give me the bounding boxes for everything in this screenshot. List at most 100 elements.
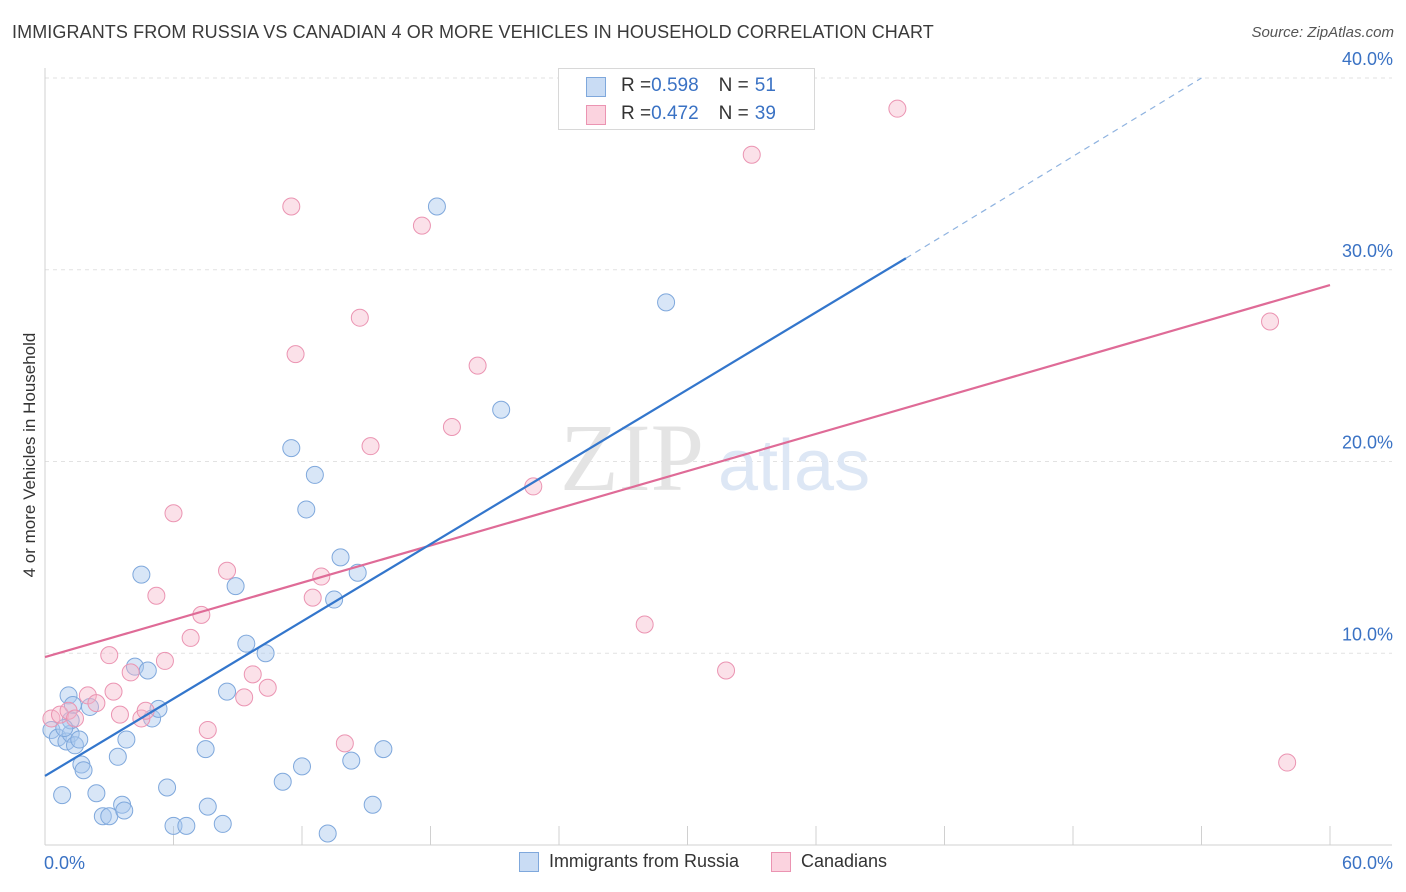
x-tick-label: 60.0% — [1342, 853, 1393, 873]
n-label: N = — [718, 103, 749, 124]
point-canadians — [50, 705, 69, 724]
point-russia — [427, 197, 446, 216]
point-russia — [342, 751, 361, 770]
point-russia — [237, 634, 256, 653]
point-russia — [293, 757, 311, 776]
point-russia — [273, 772, 292, 791]
chart-title: IMMIGRANTS FROM RUSSIA VS CANADIAN 4 OR … — [12, 22, 934, 42]
n-value: 51 — [754, 75, 776, 96]
x-tick-label: 0.0% — [44, 853, 85, 873]
point-canadians — [243, 665, 262, 684]
point-russia — [657, 293, 676, 312]
point-canadians — [192, 605, 211, 624]
r-label: R = — [621, 103, 652, 124]
point-russia — [177, 816, 196, 835]
point-russia — [213, 814, 232, 833]
legend-swatch-russia — [586, 77, 606, 97]
point-canadians — [100, 646, 119, 665]
legend-label-canadians: Canadians — [800, 851, 888, 871]
point-canadians — [181, 628, 200, 647]
y-tick-label: 20.0% — [1342, 433, 1393, 453]
point-canadians — [65, 709, 84, 728]
legend-label-russia: Immigrants from Russia — [548, 851, 739, 871]
point-canadians — [635, 615, 654, 634]
point-canadians — [468, 356, 487, 375]
point-russia — [305, 465, 324, 484]
point-canadians — [1278, 753, 1297, 772]
point-russia — [318, 824, 337, 843]
point-russia — [158, 778, 177, 797]
point-canadians — [286, 345, 305, 364]
point-russia — [363, 795, 382, 814]
r-label: R = — [621, 75, 652, 96]
point-canadians — [888, 99, 907, 118]
point-canadians — [218, 561, 237, 580]
point-canadians — [164, 504, 183, 523]
point-russia — [282, 439, 301, 458]
point-russia — [59, 686, 78, 705]
point-canadians — [198, 720, 217, 739]
point-russia — [115, 801, 134, 820]
point-russia — [256, 644, 275, 663]
bottom-legend: Immigrants from Russia Canadians — [0, 851, 1406, 872]
axes — [44, 68, 1392, 846]
watermark-atlas: atlas — [718, 426, 870, 506]
point-russia — [196, 740, 215, 759]
point-russia — [226, 577, 245, 596]
point-russia — [70, 730, 89, 749]
legend-swatch-canadians — [770, 851, 791, 872]
point-canadians — [1261, 312, 1280, 331]
n-value: 39 — [754, 103, 776, 124]
point-canadians — [59, 701, 78, 720]
point-canadians — [742, 145, 761, 164]
point-canadians — [717, 661, 736, 680]
y-tick-label: 40.0% — [1342, 49, 1393, 69]
point-russia — [331, 548, 350, 567]
point-russia — [374, 740, 393, 759]
point-canadians — [442, 417, 461, 436]
r-value: 0.472 — [651, 103, 699, 124]
watermark: ZIP atlas — [560, 404, 870, 511]
y-tick-label: 30.0% — [1342, 241, 1393, 261]
point-canadians — [258, 678, 277, 697]
stats-legend: R = 0.598 N = 51 R = 0.472 N = 39 — [558, 68, 815, 130]
legend-swatch-canadians — [586, 105, 606, 125]
stats-row-canadians: R = 0.472 N = 39 — [586, 101, 776, 127]
watermark-zip: ZIP — [560, 404, 704, 511]
point-russia — [492, 400, 511, 419]
point-canadians — [412, 216, 431, 235]
point-canadians — [303, 588, 322, 607]
point-canadians — [104, 682, 123, 701]
n-label: N = — [718, 75, 749, 96]
point-russia — [108, 747, 127, 766]
point-russia — [164, 816, 183, 835]
point-canadians — [361, 437, 380, 456]
point-canadians — [350, 308, 369, 327]
point-canadians — [155, 651, 174, 670]
point-russia — [74, 761, 93, 780]
point-russia — [93, 807, 112, 826]
point-russia — [198, 797, 217, 816]
trend-line-russia-extension — [905, 77, 1202, 259]
point-canadians — [235, 688, 254, 707]
tick-labels: 10.0% 20.0% 30.0% 40.0% 0.0% 60.0% — [44, 49, 1393, 873]
point-canadians — [87, 694, 106, 713]
trend-lines — [44, 77, 1331, 777]
trend-line-russia — [44, 257, 907, 777]
stats-row-russia: R = 0.598 N = 51 — [586, 73, 776, 99]
point-russia — [117, 730, 136, 749]
legend-item-canadians: Canadians — [770, 851, 888, 872]
point-canadians — [282, 197, 301, 216]
point-russia — [297, 500, 316, 519]
point-russia — [132, 565, 151, 584]
point-russia — [138, 661, 157, 680]
point-canadians — [121, 663, 140, 682]
legend-swatch-russia — [518, 851, 539, 872]
point-canadians — [335, 734, 354, 753]
point-russia — [87, 784, 106, 803]
point-canadians — [42, 709, 61, 728]
trend-line-canadians — [44, 284, 1331, 659]
y-tick-label: 10.0% — [1342, 624, 1393, 644]
point-canadians — [147, 586, 166, 605]
